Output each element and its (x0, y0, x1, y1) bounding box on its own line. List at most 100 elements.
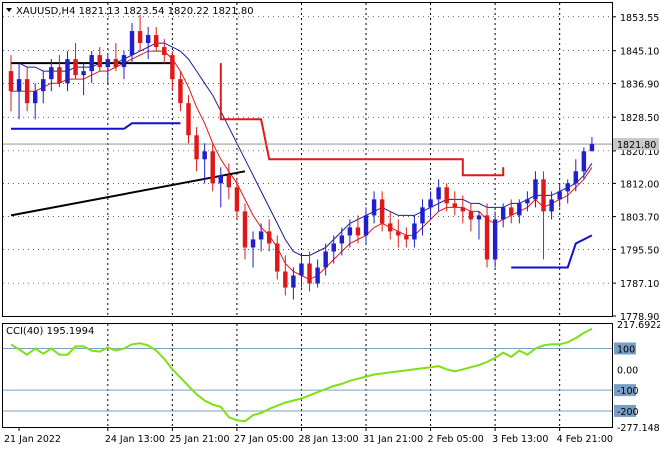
candle-body (412, 223, 417, 240)
candle-body (581, 151, 587, 172)
candle-body (323, 251, 328, 268)
candle-body (299, 263, 304, 276)
candle (170, 51, 175, 92)
dropdown-triangle-icon[interactable] (6, 8, 12, 12)
price-tick-label: 1828.50 (620, 113, 659, 124)
candle (452, 191, 457, 216)
candle-body (32, 91, 38, 104)
candle-body (420, 207, 425, 224)
candle-body (573, 171, 579, 184)
candle-body (81, 71, 86, 76)
candle (210, 143, 215, 192)
red-support-line (219, 63, 505, 177)
candle (266, 219, 272, 252)
candle (412, 215, 417, 248)
candle (363, 207, 369, 244)
candle-body (476, 215, 482, 220)
price-tick-label: 1836.90 (620, 80, 659, 91)
candle-body (549, 199, 554, 212)
candle-body (371, 199, 377, 216)
candle (533, 171, 538, 208)
candle-body (65, 59, 70, 84)
candle (283, 255, 288, 296)
candle (468, 203, 474, 232)
candle (307, 251, 312, 292)
ma-fast-line (11, 50, 593, 281)
candle-body (178, 79, 183, 104)
cci-line (10, 327, 593, 423)
candle (315, 259, 320, 288)
price-tick-label: 1820.10 (620, 147, 659, 158)
cci-tick-label: 217.6922 (617, 320, 660, 331)
time-tick-label: 31 Jan 21:00 (363, 434, 423, 445)
cci-level-tag (614, 384, 636, 397)
candle-body (145, 35, 151, 44)
main-panel-frame (2, 2, 613, 317)
candle (371, 191, 377, 224)
candle (388, 211, 393, 240)
candle (331, 235, 336, 264)
candle-body (339, 235, 345, 244)
candle (347, 219, 353, 248)
candle-body (396, 231, 401, 236)
candle (129, 23, 135, 64)
price-tick-label: 1787.10 (620, 279, 659, 290)
candle-body (202, 151, 207, 160)
candle-body (355, 227, 361, 236)
symbol-info: XAUUSD,H4 1821.13 1823.54 1820.22 1821.8… (16, 6, 254, 17)
candle (8, 55, 14, 112)
candle-body (250, 239, 256, 248)
candle (589, 137, 595, 152)
candle (97, 47, 102, 72)
candle (121, 51, 127, 80)
candle (16, 63, 22, 120)
candle (275, 235, 280, 280)
candle-body (226, 175, 232, 188)
candle-body (436, 187, 441, 200)
candle (24, 67, 30, 112)
candle (137, 15, 143, 52)
candle-body (266, 231, 272, 244)
blue-level-line (511, 234, 593, 269)
candle (549, 191, 554, 220)
time-tick-label: 2 Feb 05:00 (428, 434, 484, 445)
cci-panel-frame (2, 323, 613, 428)
time-tick-label: 3 Feb 13:00 (492, 434, 548, 445)
candle-body (291, 275, 296, 288)
candle (186, 95, 191, 144)
candle (154, 27, 159, 52)
candle-body (331, 243, 336, 252)
candle (32, 83, 38, 120)
candle-body (484, 215, 490, 260)
candle-body (468, 211, 474, 220)
candle (484, 203, 490, 268)
candle (49, 59, 54, 92)
candle-body (565, 183, 570, 192)
candle-body (492, 219, 498, 260)
candle-body (24, 79, 30, 104)
candlestick-series (8, 15, 595, 300)
candle-body (137, 31, 143, 44)
candle (420, 199, 425, 236)
candle-body (363, 215, 369, 236)
candle (509, 199, 514, 224)
candle (258, 223, 264, 252)
candle (81, 63, 86, 96)
candle-body (541, 179, 546, 212)
candle (436, 179, 441, 212)
candle (57, 55, 62, 88)
cci-tick-label: 100 (617, 344, 635, 355)
candle (113, 43, 119, 72)
candle (404, 227, 409, 248)
price-tick-label: 1845.10 (620, 47, 659, 58)
candle-body (97, 55, 102, 68)
candle-body (242, 211, 248, 248)
candle-body (194, 135, 199, 160)
candle (234, 179, 240, 220)
price-tick-label: 1803.70 (620, 213, 659, 224)
candle-body (500, 207, 506, 220)
candle-body (113, 59, 119, 68)
candle (444, 183, 449, 212)
cci-axis: 217.6922 100 0.00 -100 -200 -277.1484 (614, 320, 660, 434)
